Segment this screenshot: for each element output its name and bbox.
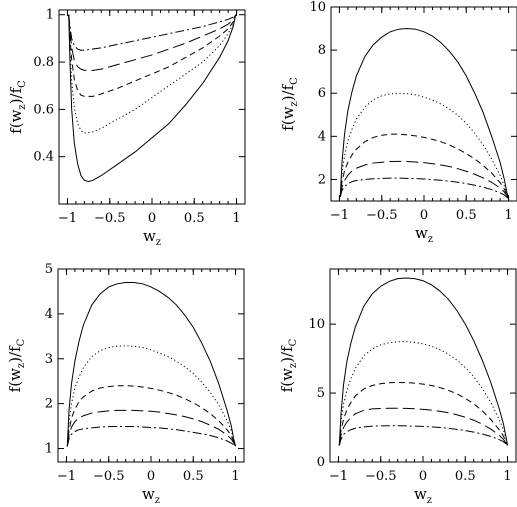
series-line-dashdot (338, 425, 508, 446)
y-tick-label: 5 (45, 262, 53, 277)
y-tick-label: 0 (317, 455, 325, 470)
x-tick-label: 0 (148, 211, 156, 226)
y-axis-label: f(wz)/fC (7, 80, 28, 134)
y-tick-label: 1 (45, 442, 53, 457)
x-tick-label: −1 (57, 469, 76, 484)
series-line-longdash (339, 160, 509, 200)
x-tick-label: −1 (329, 469, 348, 484)
y-tick-label: 3 (45, 352, 53, 367)
x-tick-label: 0.5 (184, 211, 205, 226)
series-line-dashed (339, 133, 510, 200)
plot-frame (57, 268, 245, 463)
panel-3: −1 −0.5 0 0.5 1 1 2 3 4 5 wz f(wz)/fC (6, 262, 245, 506)
x-axis-label: wz (415, 224, 433, 245)
y-tick-label: 6 (318, 86, 326, 101)
x-tick-label: 0 (420, 208, 428, 223)
x-tick-label: 0 (419, 469, 427, 484)
series-line-dashed (338, 381, 509, 446)
y-axis-label: f(wz)/fC (279, 77, 300, 131)
panel-2: −1 −0.5 0 0.5 1 2 4 6 8 10 wz f(wz)/fC (279, 0, 517, 245)
y-tick-label: 4 (45, 307, 53, 322)
x-tick-label: 1 (504, 208, 512, 223)
x-axis-label: wz (143, 227, 161, 248)
x-axis-label: wz (414, 485, 432, 506)
x-tick-label: 0.5 (455, 469, 476, 484)
series-line-dotted (338, 341, 509, 446)
y-tick-label: 10 (309, 0, 326, 15)
series-line-dotted (66, 345, 237, 447)
y-tick-label: 0.4 (33, 150, 54, 165)
series-line-dotted (339, 92, 510, 199)
y-tick-label: 0.8 (33, 55, 54, 70)
x-tick-label: −0.5 (365, 469, 397, 484)
x-tick-label: −0.5 (93, 469, 125, 484)
x-tick-label: −1 (58, 211, 77, 226)
y-axis-label: f(wz)/fC (6, 338, 27, 392)
y-tick-label: 2 (45, 397, 53, 412)
y-tick-label: 8 (318, 43, 326, 58)
x-axis-label: wz (142, 485, 160, 506)
x-tick-label: 1 (231, 469, 239, 484)
x-tick-label: 0 (147, 469, 155, 484)
y-tick-label: 0.6 (33, 102, 54, 117)
series-line-dashed (66, 385, 237, 447)
series-line-solid (66, 281, 237, 447)
series-line-longdash (66, 409, 236, 447)
x-tick-label: 0.5 (183, 469, 204, 484)
x-tick-label: −0.5 (94, 211, 126, 226)
x-tick-label: 1 (503, 469, 511, 484)
series-line-dashdot (66, 426, 236, 447)
y-tick-label: 10 (308, 317, 325, 332)
x-tick-label: 1 (232, 211, 240, 226)
y-tick-label: 4 (318, 129, 326, 144)
series-line-dashed (68, 14, 237, 97)
y-tick-label: 2 (318, 172, 326, 187)
y-axis-label: f(wz)/fC (278, 338, 299, 392)
series-line-longdash (338, 407, 508, 446)
x-tick-label: 0.5 (456, 208, 477, 223)
y-tick-label: 1 (46, 8, 54, 23)
x-tick-label: −1 (330, 208, 349, 223)
plot-frame (329, 268, 517, 463)
series-line-solid (339, 28, 510, 199)
series-line-solid (68, 14, 237, 183)
series-line-longdash (68, 14, 237, 71)
series-line-dashdot (339, 177, 509, 200)
plot-frame (330, 6, 517, 202)
plot-frame (58, 9, 246, 205)
y-tick-label: 5 (317, 386, 325, 401)
panel-1: −1 −0.5 0 0.5 1 0.4 0.6 0.8 1 wz f(wz)/fC (7, 8, 246, 248)
series-line-solid (338, 277, 509, 446)
x-tick-label: −0.5 (366, 208, 398, 223)
